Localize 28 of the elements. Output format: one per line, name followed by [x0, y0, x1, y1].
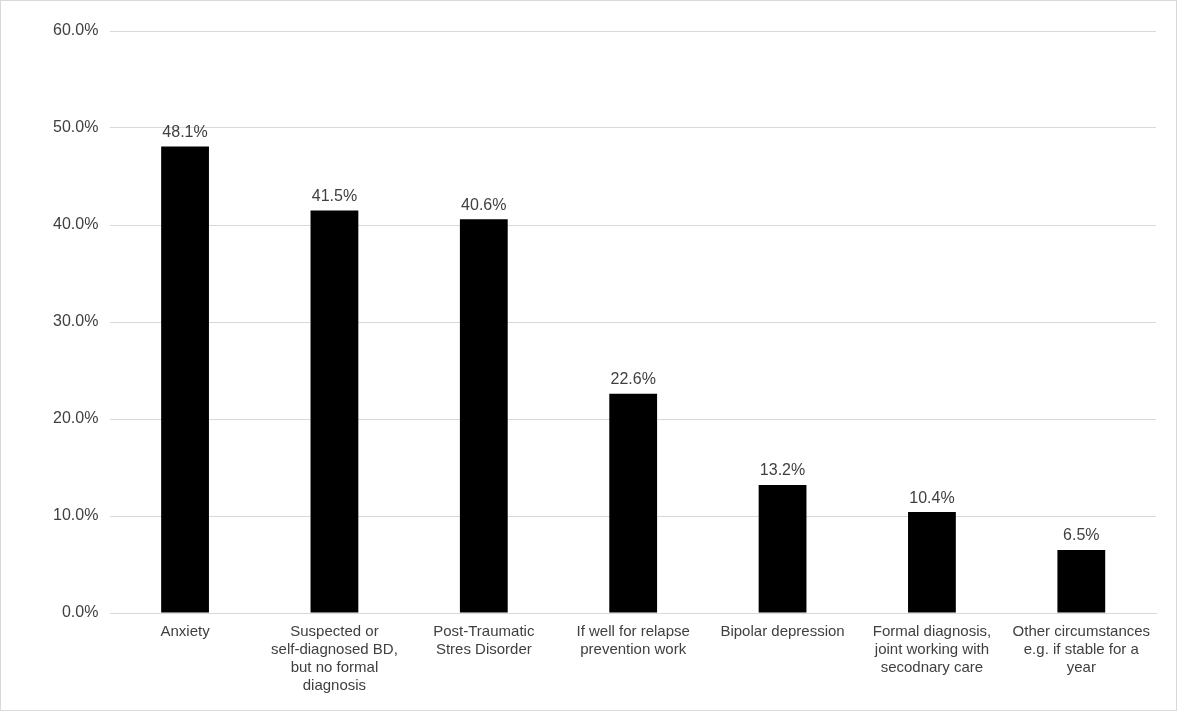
x-tick-label: Anxiety [160, 622, 211, 640]
bar [758, 484, 807, 613]
x-tick-label: Formal diagnosis, joint working with secodnary care [872, 622, 992, 676]
x-tick-label: Suspected or self-diagnosed BD, but no formal diagnosis [271, 622, 398, 694]
y-tick-label: 0.0% [61, 603, 99, 621]
data-label: 48.1% [162, 122, 208, 140]
data-label: 41.5% [311, 186, 358, 204]
y-tick-label: 10.0% [52, 506, 99, 524]
x-tick-label: Bipolar depression [720, 622, 845, 640]
bar [161, 146, 209, 613]
y-tick-label: 20.0% [52, 409, 99, 427]
bar [459, 219, 508, 613]
bar [310, 210, 359, 613]
x-tick-label: Other circumstances e.g. if stable for a year [1012, 622, 1151, 676]
x-tick-label: Post-Traumatic Stres Disorder [433, 622, 535, 658]
y-tick-label: 60.0% [52, 21, 99, 39]
bar [908, 512, 956, 613]
y-tick-label: 40.0% [52, 215, 99, 233]
y-tick-label: 30.0% [52, 312, 99, 330]
x-tick-label: If well for relapse prevention work [576, 622, 690, 658]
bar [609, 393, 658, 613]
bar [1057, 549, 1106, 613]
data-label: 22.6% [610, 370, 656, 388]
data-label: 10.4% [909, 488, 955, 506]
y-tick-label: 50.0% [52, 118, 99, 136]
data-label: 40.6% [461, 195, 507, 213]
data-label: 6.5% [1063, 526, 1100, 544]
data-label: 13.2% [759, 461, 806, 479]
